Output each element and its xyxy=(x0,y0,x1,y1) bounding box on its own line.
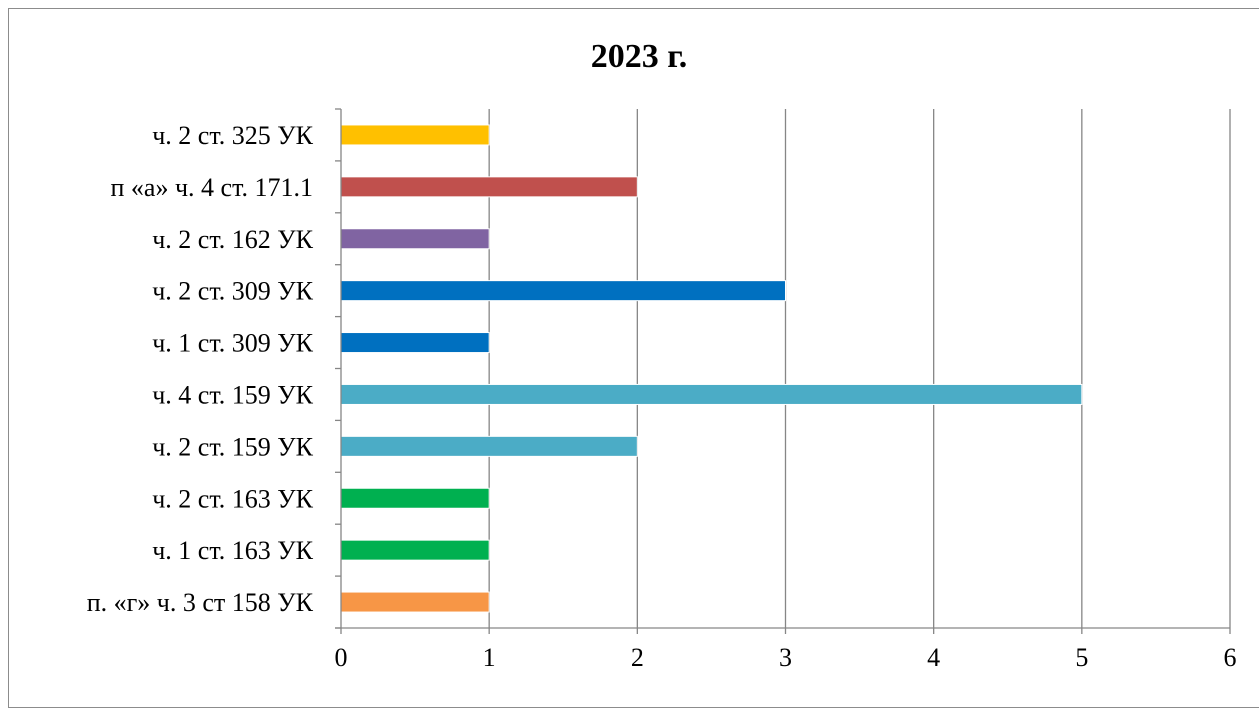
x-tick-label-4: 4 xyxy=(927,643,940,672)
category-label-4: ч. 2 ст. 159 УК xyxy=(152,432,313,461)
bar-7 xyxy=(340,280,786,302)
x-tick-label-1: 1 xyxy=(483,643,496,672)
bar-9 xyxy=(340,176,638,198)
grid-lines xyxy=(488,109,1231,628)
category-label-3: ч. 2 ст. 163 УК xyxy=(152,484,313,513)
bar-8 xyxy=(340,228,490,250)
bar-2 xyxy=(340,539,490,561)
x-tick-label-6: 6 xyxy=(1224,643,1237,672)
bar-10 xyxy=(340,124,490,146)
x-tick-label-3: 3 xyxy=(779,643,792,672)
tick-labels: 0 1 2 3 4 5 6 xyxy=(335,643,1237,672)
x-tick-label-0: 0 xyxy=(335,643,348,672)
category-label-10: ч. 2 ст. 325 УК xyxy=(152,121,313,150)
bar-6 xyxy=(340,332,490,354)
x-tick-label-5: 5 xyxy=(1075,643,1088,672)
category-label-2: ч. 1 ст. 163 УК xyxy=(152,536,313,565)
category-labels: п. «г» ч. 3 ст 158 УК ч. 1 ст. 163 УК ч. 2… xyxy=(87,121,314,617)
category-label-1: п. «г» ч. 3 ст 158 УК xyxy=(87,588,314,617)
bar-5 xyxy=(340,383,1083,405)
x-tick-label-2: 2 xyxy=(631,643,644,672)
axes xyxy=(335,108,1231,634)
bar-4 xyxy=(340,435,638,457)
chart-title: 2023 г. xyxy=(590,38,688,75)
category-label-7: ч. 2 ст. 309 УК xyxy=(152,277,313,306)
category-label-8: ч. 2 ст. 162 УК xyxy=(152,225,313,254)
category-label-5: ч. 4 ст. 159 УК xyxy=(152,380,313,409)
bar-1 xyxy=(340,591,490,613)
category-label-6: ч. 1 ст. 309 УК xyxy=(152,329,313,358)
bar-chart: п. «г» ч. 3 ст 158 УК ч. 1 ст. 163 УК ч. 2… xyxy=(87,108,1237,672)
chart-frame xyxy=(8,8,1259,708)
category-label-9: п «а» ч. 4 ст. 171.1 xyxy=(111,173,313,202)
bars xyxy=(340,124,1083,613)
bar-3 xyxy=(340,487,490,509)
